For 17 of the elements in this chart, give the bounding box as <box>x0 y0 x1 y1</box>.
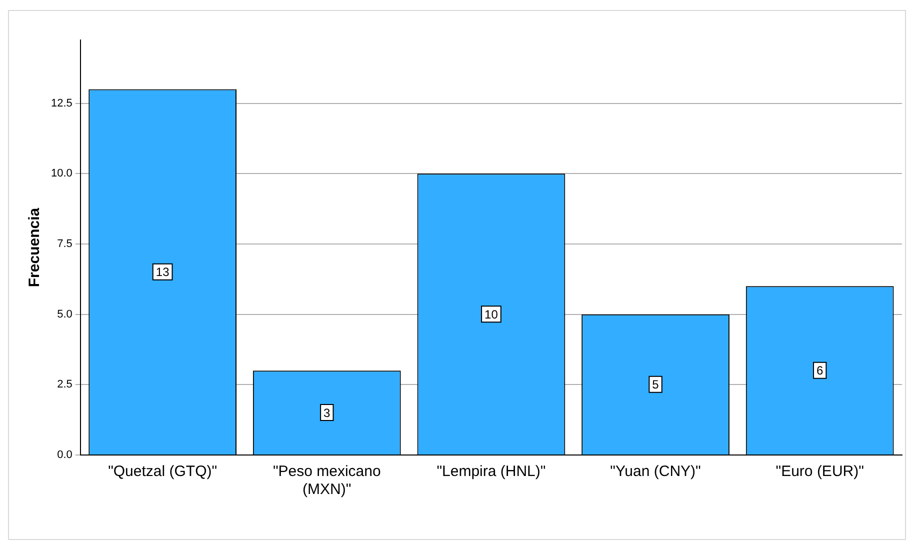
data-label: 3 <box>324 406 331 420</box>
x-tick-label: "Yuan (CNY)" <box>610 463 701 480</box>
y-tick-label: 2.5 <box>57 378 72 391</box>
x-tick-label: "Quetzal (GTQ)" <box>108 463 218 480</box>
data-label: 5 <box>652 378 660 392</box>
x-tick-label: "Euro (EUR)" <box>776 463 864 480</box>
y-tick-label: 10.0 <box>50 168 72 180</box>
y-tick-label: 12.5 <box>50 97 72 110</box>
data-label: 13 <box>156 265 170 280</box>
x-tick-label: "Peso mexicano (MXN)" <box>272 463 381 498</box>
y-axis-title: Frecuencia <box>26 207 44 288</box>
data-label: 10 <box>484 307 498 322</box>
y-tick-label: 7.5 <box>57 238 72 250</box>
y-tick-label: 5.0 <box>57 308 72 320</box>
data-label: 6 <box>816 364 824 378</box>
x-tick-label: "Lempira (HNL)" <box>436 463 546 480</box>
y-tick-label: 0.0 <box>57 449 72 462</box>
